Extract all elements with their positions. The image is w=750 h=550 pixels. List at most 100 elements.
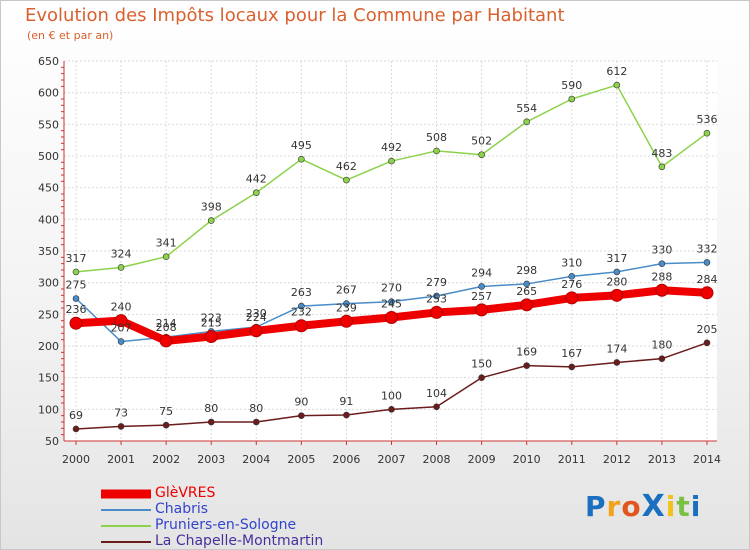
data-point-pruniers-en-sologne bbox=[343, 176, 350, 184]
data-label-la-chapelle-montmartin: 180 bbox=[651, 339, 672, 352]
data-label-pruniers-en-sologne: 324 bbox=[111, 247, 132, 260]
data-point-pruniers-en-sologne bbox=[298, 155, 305, 163]
data-labels: 236 240 208 215 224 232 239 245 253 257 265 276 280 2… bbox=[66, 65, 718, 422]
data-label-la-chapelle-montmartin: 80 bbox=[249, 402, 263, 415]
y-tick-label: 300 bbox=[38, 277, 59, 290]
data-point-glevres bbox=[294, 319, 308, 333]
x-tick-label: 2010 bbox=[513, 453, 541, 466]
data-point-glevres bbox=[114, 314, 128, 328]
data-point-chabris bbox=[703, 259, 711, 266]
data-label-chabris: 223 bbox=[201, 311, 222, 324]
data-point-la-chapelle-montmartin bbox=[343, 411, 350, 419]
data-point-pruniers-en-sologne bbox=[117, 264, 125, 271]
y-tick-label: 200 bbox=[38, 340, 59, 353]
data-label-la-chapelle-montmartin: 73 bbox=[114, 406, 128, 419]
data-point-la-chapelle-montmartin bbox=[252, 418, 260, 426]
data-label-la-chapelle-montmartin: 205 bbox=[696, 323, 717, 336]
y-tick-label: 450 bbox=[38, 182, 59, 195]
data-point-la-chapelle-montmartin bbox=[478, 374, 485, 381]
y-tick-label: 100 bbox=[38, 403, 59, 416]
data-label-pruniers-en-sologne: 554 bbox=[516, 102, 537, 115]
data-point-glevres bbox=[69, 316, 83, 330]
data-point-glevres bbox=[430, 305, 444, 319]
data-point-chabris bbox=[343, 300, 350, 307]
legend: GlèVRES Chabris Pruniers-en-Sologne La Chap… bbox=[101, 485, 401, 549]
data-label-la-chapelle-montmartin: 104 bbox=[426, 387, 447, 400]
data-point-glevres bbox=[249, 324, 263, 338]
x-tick-label: 2008 bbox=[423, 453, 451, 466]
legend-label: Pruniers-en-Sologne bbox=[155, 517, 297, 533]
x-tick-label: 2007 bbox=[377, 453, 405, 466]
data-label-la-chapelle-montmartin: 174 bbox=[606, 342, 627, 355]
data-point-chabris bbox=[613, 268, 621, 276]
data-point-glevres bbox=[339, 314, 353, 328]
data-label-la-chapelle-montmartin: 167 bbox=[561, 347, 582, 360]
data-label-glevres: 224 bbox=[246, 311, 267, 324]
series-group bbox=[69, 81, 714, 433]
legend-item-chabris: Chabris bbox=[101, 501, 401, 518]
legend-item-la-chapelle-montmartin: La Chapelle-Montmartin bbox=[101, 533, 401, 549]
data-point-la-chapelle-montmartin bbox=[117, 423, 125, 430]
data-label-chabris: 330 bbox=[651, 244, 672, 257]
data-label-glevres: 288 bbox=[651, 270, 672, 283]
y-tick-label: 650 bbox=[38, 55, 59, 68]
data-point-chabris bbox=[117, 338, 125, 345]
data-label-glevres: 253 bbox=[426, 292, 447, 305]
data-label-chabris: 310 bbox=[561, 256, 582, 269]
data-label-pruniers-en-sologne: 483 bbox=[651, 147, 672, 160]
data-label-la-chapelle-montmartin: 100 bbox=[381, 389, 402, 402]
data-label-chabris: 279 bbox=[426, 276, 447, 289]
y-tick-label: 600 bbox=[38, 87, 59, 100]
data-label-pruniers-en-sologne: 495 bbox=[291, 139, 312, 152]
data-point-pruniers-en-sologne bbox=[433, 147, 440, 155]
data-label-chabris: 275 bbox=[66, 279, 87, 292]
data-point-glevres bbox=[700, 286, 714, 300]
legend-item-glevres: GlèVRES bbox=[101, 485, 401, 502]
data-point-pruniers-en-sologne bbox=[207, 217, 215, 224]
legend-label: GlèVRES bbox=[155, 485, 216, 501]
x-tick-label: 2001 bbox=[107, 453, 135, 466]
x-tick-label: 2000 bbox=[62, 453, 90, 466]
data-label-pruniers-en-sologne: 462 bbox=[336, 160, 357, 173]
data-point-chabris bbox=[478, 283, 485, 290]
data-label-glevres: 208 bbox=[156, 321, 177, 334]
legend-item-pruniers-en-sologne: Pruniers-en-Sologne bbox=[101, 517, 401, 534]
data-label-glevres: 245 bbox=[381, 298, 402, 311]
data-label-glevres: 236 bbox=[66, 303, 87, 316]
data-point-glevres bbox=[204, 330, 218, 343]
data-label-glevres: 232 bbox=[291, 306, 312, 319]
data-point-chabris bbox=[298, 302, 305, 310]
legend-label: La Chapelle-Montmartin bbox=[155, 533, 324, 549]
data-label-la-chapelle-montmartin: 91 bbox=[339, 395, 353, 408]
data-point-pruniers-en-sologne bbox=[658, 163, 666, 171]
data-label-pruniers-en-sologne: 398 bbox=[201, 201, 222, 214]
data-point-pruniers-en-sologne bbox=[252, 189, 260, 197]
data-point-la-chapelle-montmartin bbox=[658, 355, 666, 362]
data-point-la-chapelle-montmartin bbox=[388, 406, 395, 413]
x-tick-label: 2009 bbox=[468, 453, 496, 466]
y-tick-label: 550 bbox=[38, 118, 59, 131]
y-tick-label: 400 bbox=[38, 213, 59, 226]
data-label-glevres: 276 bbox=[561, 278, 582, 291]
data-point-pruniers-en-sologne bbox=[478, 151, 485, 159]
data-point-glevres bbox=[159, 334, 173, 348]
data-point-chabris bbox=[433, 292, 440, 300]
data-label-glevres: 239 bbox=[336, 301, 357, 314]
data-label-chabris: 230 bbox=[246, 307, 267, 320]
data-point-pruniers-en-sologne bbox=[568, 95, 576, 103]
data-label-chabris: 298 bbox=[516, 264, 537, 277]
data-label-chabris: 317 bbox=[606, 252, 627, 265]
x-tick-label: 2012 bbox=[603, 453, 631, 466]
data-point-chabris bbox=[568, 273, 576, 280]
data-label-pruniers-en-sologne: 536 bbox=[696, 113, 717, 126]
x-tick-label: 2006 bbox=[332, 453, 360, 466]
data-point-la-chapelle-montmartin bbox=[207, 418, 215, 426]
data-point-glevres bbox=[384, 311, 398, 324]
data-point-la-chapelle-montmartin bbox=[568, 363, 576, 371]
x-tick-label: 2004 bbox=[242, 453, 270, 466]
data-label-glevres: 240 bbox=[111, 301, 132, 314]
x-tick-label: 2005 bbox=[287, 453, 315, 466]
legend-swatch bbox=[101, 509, 151, 511]
legend-label: Chabris bbox=[155, 501, 209, 517]
